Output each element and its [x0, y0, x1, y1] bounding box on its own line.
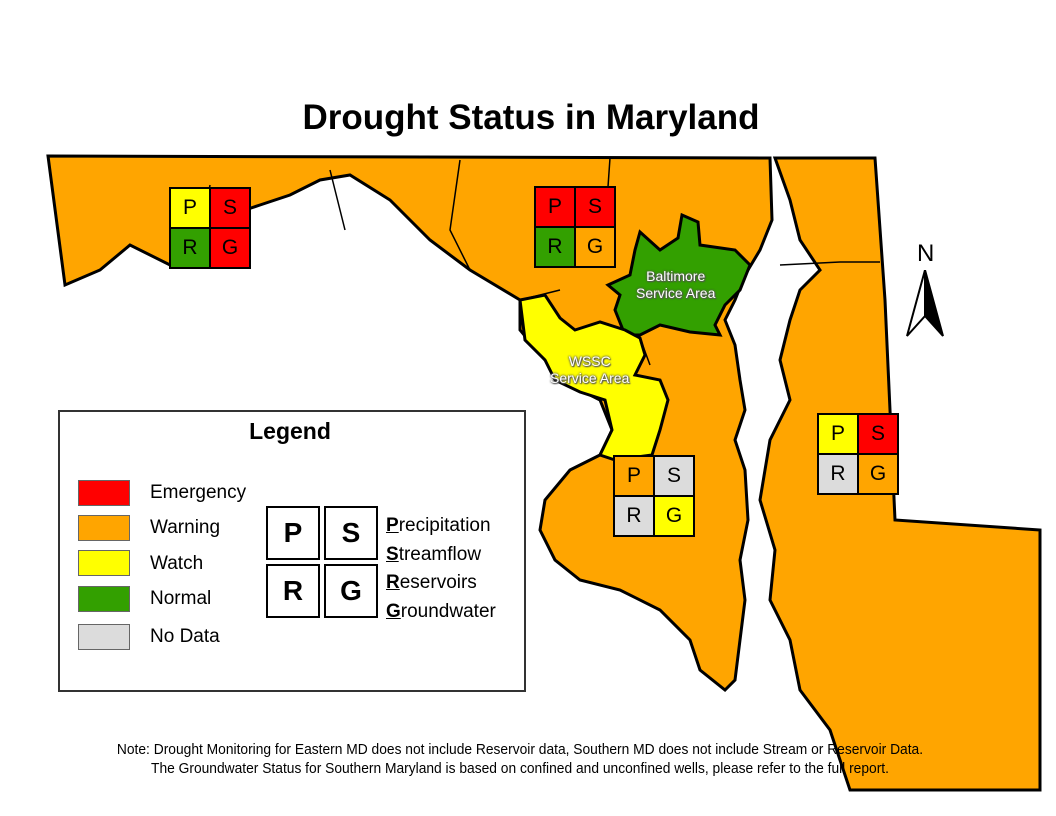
- swatch-warning: [78, 515, 130, 541]
- eastern-reservoirs: R: [819, 455, 857, 493]
- legend-label-emergency: Emergency: [150, 482, 247, 503]
- western-md-status: P S R G: [169, 187, 251, 269]
- eastern-shore: [758, 156, 1042, 792]
- key-precipitation: Precipitation: [386, 512, 496, 541]
- legend-label-warning: Warning: [150, 517, 221, 538]
- central-reservoirs: R: [536, 228, 574, 266]
- legend-label-normal: Normal: [150, 588, 212, 609]
- key-rest: eservoirs: [399, 572, 477, 593]
- baltimore-label: Baltimore Service Area: [636, 268, 716, 301]
- legend-letter-g: G: [324, 564, 378, 618]
- southern-md-status: P S R G: [613, 455, 695, 537]
- central-precipitation: P: [536, 188, 574, 226]
- southern-precipitation: P: [615, 457, 653, 495]
- key-initial: S: [386, 543, 399, 565]
- footnote-line-2: The Groundwater Status for Southern Mary…: [151, 760, 889, 777]
- wssc-label: WSSC Service Area: [550, 353, 630, 386]
- footnote-line-1: Note: Drought Monitoring for Eastern MD …: [116, 741, 924, 758]
- legend-indicator-keys: Precipitation Streamflow Reservoirs Grou…: [386, 512, 496, 626]
- north-arrow-icon: [906, 270, 944, 337]
- legend-label-watch: Watch: [150, 553, 204, 574]
- legend-label-no-data: No Data: [150, 626, 220, 647]
- key-initial: P: [386, 515, 399, 536]
- key-reservoirs: Reservoirs: [386, 569, 496, 598]
- legend-title: Legend: [249, 418, 331, 444]
- north-arrow: N: [905, 240, 945, 340]
- central-md-status: P S R G: [534, 186, 616, 268]
- legend: Legend Emergency Warning Watch Normal No…: [58, 410, 526, 692]
- swatch-emergency: [78, 480, 130, 506]
- map-title: Drought Status in Maryland: [302, 98, 760, 137]
- western-groundwater: G: [211, 229, 249, 267]
- footnote: Note: Drought Monitoring for Eastern MD …: [42, 740, 999, 778]
- key-rest: recipitation: [398, 515, 491, 536]
- eastern-groundwater: G: [859, 455, 897, 493]
- western-reservoirs: R: [171, 229, 209, 267]
- central-groundwater: G: [576, 228, 614, 266]
- legend-letter-r: R: [266, 564, 320, 618]
- southern-reservoirs: R: [615, 497, 653, 535]
- swatch-watch: [78, 550, 130, 576]
- key-initial: R: [386, 572, 400, 593]
- eastern-precipitation: P: [819, 415, 857, 453]
- legend-letter-p: P: [266, 506, 320, 560]
- swatch-no-data: [78, 624, 130, 650]
- key-rest: treamflow: [398, 543, 482, 565]
- wssc-service-area: [518, 293, 670, 462]
- key-rest: roundwater: [400, 600, 496, 622]
- southern-streamflow: S: [655, 457, 693, 495]
- legend-letter-s: S: [324, 506, 378, 560]
- western-central-southern-md: [46, 154, 774, 693]
- western-streamflow: S: [211, 189, 249, 227]
- swatch-normal: [78, 586, 130, 612]
- eastern-streamflow: S: [859, 415, 897, 453]
- north-label: N: [917, 240, 935, 267]
- key-initial: G: [386, 600, 401, 622]
- key-groundwater: Groundwater: [386, 598, 496, 627]
- southern-groundwater: G: [655, 497, 693, 535]
- western-precipitation: P: [171, 189, 209, 227]
- central-streamflow: S: [576, 188, 614, 226]
- legend-indicator-grid: P S R G: [266, 506, 378, 618]
- eastern-md-status: P S R G: [817, 413, 899, 495]
- key-streamflow: Streamflow: [386, 541, 496, 570]
- baltimore-service-area: [605, 212, 752, 337]
